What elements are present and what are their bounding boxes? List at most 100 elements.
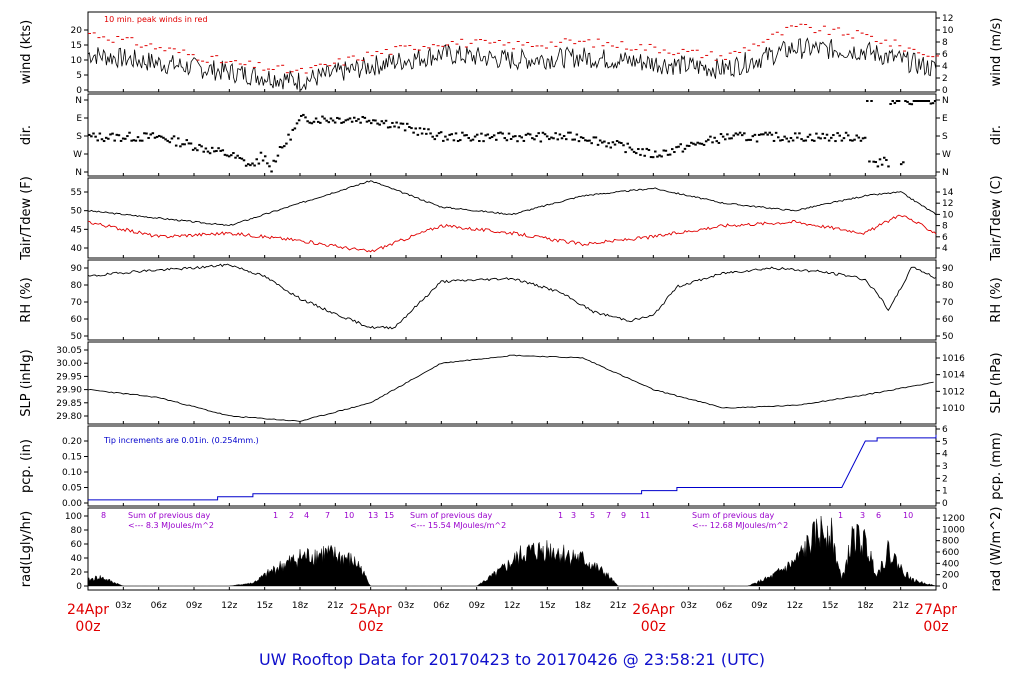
direction-point: [548, 138, 551, 141]
direction-point: [736, 133, 740, 136]
direction-point: [213, 150, 216, 153]
direction-point: [743, 132, 746, 135]
direction-point: [870, 100, 873, 102]
dir-right-tick-label: E: [942, 114, 948, 124]
direction-point: [88, 133, 91, 136]
direction-point: [857, 136, 861, 139]
rad-left-tick-label: 20: [71, 568, 83, 578]
direction-point: [567, 131, 570, 134]
direction-point: [378, 123, 381, 126]
direction-point: [505, 139, 509, 142]
direction-point: [473, 135, 477, 138]
rh-right-label: RH (%): [989, 277, 1004, 322]
direction-point: [694, 143, 697, 146]
temp-right-tick-label: 12: [942, 199, 953, 209]
direction-point: [340, 121, 343, 124]
direction-point: [628, 146, 632, 149]
day-label-hour: 00z: [358, 619, 383, 635]
direction-point: [124, 137, 127, 140]
slp-left-tick-label: 30.05: [56, 346, 82, 356]
rh-right-tick-label: 70: [942, 298, 954, 308]
direction-point: [312, 120, 316, 123]
direction-point: [785, 137, 788, 140]
direction-point: [141, 139, 144, 142]
direction-point: [270, 170, 273, 173]
slp-right-tick-label: 1012: [942, 387, 965, 397]
direction-point: [584, 139, 587, 142]
direction-point: [422, 127, 426, 130]
direction-point: [295, 122, 299, 125]
direction-point: [893, 102, 897, 105]
direction-point: [594, 136, 598, 139]
direction-point: [501, 132, 504, 135]
wind-left-tick-label: 10: [71, 56, 83, 66]
direction-point: [798, 132, 801, 135]
rad-hour-mark: 1: [273, 511, 278, 520]
x-tick-label: 06z: [433, 601, 449, 611]
direction-point: [221, 149, 225, 152]
direction-point: [753, 133, 757, 136]
direction-point: [465, 134, 468, 137]
direction-point: [202, 150, 205, 153]
pcp-line: [88, 434, 937, 501]
direction-point: [98, 132, 102, 135]
x-tick-label: 09z: [186, 601, 202, 611]
rad-hour-mark: 7: [325, 511, 330, 520]
x-tick-label: 03z: [398, 601, 414, 611]
direction-point: [321, 115, 324, 118]
direction-point: [338, 117, 341, 120]
direction-point: [257, 162, 261, 165]
direction-point: [569, 131, 572, 134]
direction-point: [859, 139, 863, 142]
pcp-left-tick-label: 0.15: [62, 453, 82, 463]
direction-point: [868, 160, 871, 163]
direction-point: [592, 136, 596, 139]
rad-hour-mark: 10: [903, 511, 913, 520]
direction-point: [130, 139, 133, 142]
direction-point: [607, 142, 610, 145]
direction-point: [514, 135, 517, 138]
direction-point: [704, 140, 708, 143]
x-tick-label: 21z: [893, 601, 909, 611]
direction-point: [696, 141, 699, 144]
direction-point: [664, 149, 668, 152]
direction-point: [634, 152, 638, 155]
rad-hour-mark: 3: [571, 511, 576, 520]
direction-point: [488, 137, 492, 140]
direction-point: [552, 137, 555, 140]
rh-right-tick-label: 50: [942, 332, 954, 342]
direction-point: [185, 139, 189, 142]
direction-point: [849, 139, 852, 142]
direction-point: [762, 133, 765, 136]
direction-point: [827, 139, 831, 142]
direction-point: [573, 138, 576, 141]
direction-point: [227, 155, 231, 158]
direction-point: [830, 136, 833, 139]
direction-point: [143, 132, 146, 135]
direction-point: [883, 156, 886, 159]
direction-point: [232, 152, 235, 155]
x-tick-label: 03z: [681, 601, 697, 611]
direction-point: [647, 149, 651, 152]
direction-point: [745, 139, 748, 142]
direction-point: [113, 139, 116, 142]
direction-point: [885, 159, 888, 162]
direction-point: [259, 151, 263, 154]
slp-right-tick-label: 1014: [942, 371, 965, 381]
direction-point: [238, 156, 242, 159]
direction-point: [155, 135, 159, 138]
rad-hour-mark: 1: [558, 511, 563, 520]
day-label: 25Apr: [350, 602, 392, 618]
direction-point: [836, 132, 839, 135]
direction-point: [878, 158, 882, 161]
rh-right-tick-label: 90: [942, 264, 954, 274]
direction-point: [817, 136, 820, 139]
direction-point: [395, 121, 398, 124]
wind-left-tick-label: 0: [76, 86, 82, 96]
pcp-left-label: pcp. (in): [19, 439, 34, 493]
temp-right-tick-label: 4: [942, 244, 948, 254]
direction-point: [611, 141, 615, 144]
direction-point: [507, 132, 511, 135]
direction-point: [365, 120, 369, 123]
direction-point: [206, 150, 210, 153]
